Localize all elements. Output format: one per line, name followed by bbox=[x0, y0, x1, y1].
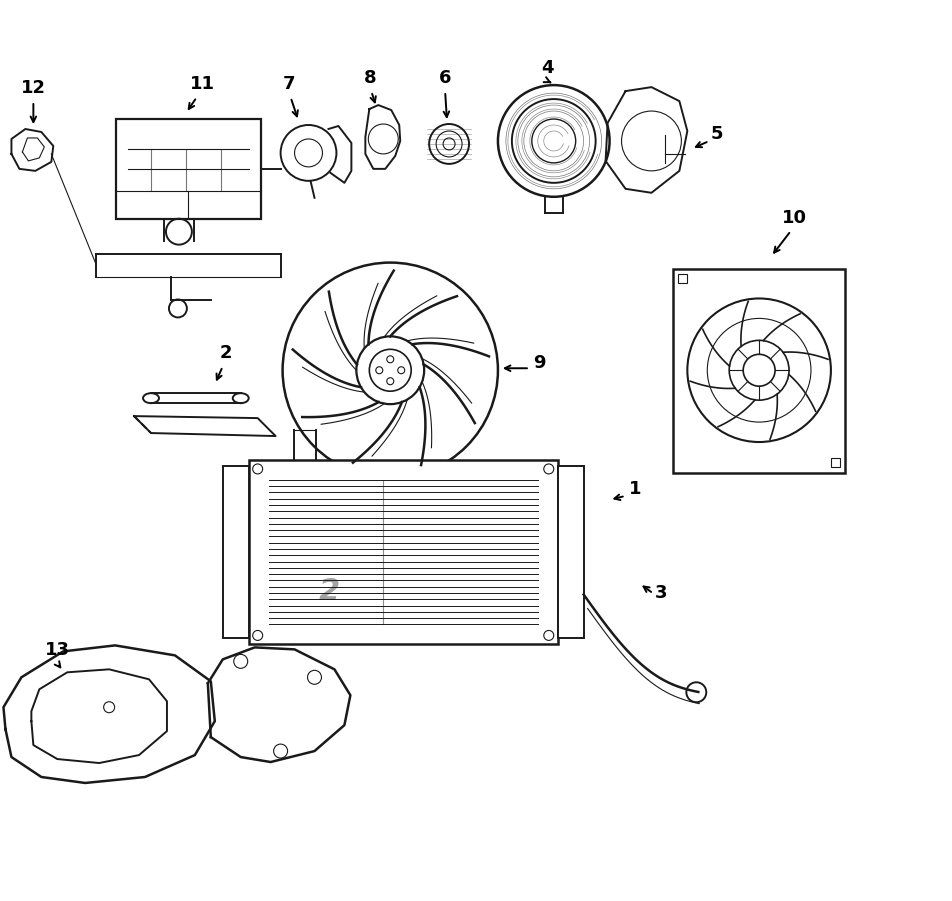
Text: 8: 8 bbox=[364, 69, 377, 87]
Text: 13: 13 bbox=[45, 642, 69, 660]
Bar bbox=[558, 466, 584, 639]
Text: 10: 10 bbox=[782, 209, 806, 227]
Text: 12: 12 bbox=[21, 79, 46, 97]
Text: 7: 7 bbox=[283, 75, 295, 93]
Bar bbox=[679, 274, 687, 283]
Text: 11: 11 bbox=[190, 75, 215, 93]
Bar bbox=[248, 460, 558, 644]
Bar bbox=[116, 119, 261, 219]
Bar bbox=[673, 268, 844, 473]
Text: 2: 2 bbox=[220, 344, 232, 362]
Text: 2: 2 bbox=[319, 577, 340, 605]
Text: 3: 3 bbox=[655, 584, 667, 602]
Bar bbox=[831, 458, 840, 467]
Text: 4: 4 bbox=[542, 59, 554, 77]
Text: 5: 5 bbox=[711, 125, 724, 143]
Text: 9: 9 bbox=[533, 354, 546, 372]
Bar bbox=[223, 466, 248, 639]
Text: 1: 1 bbox=[629, 480, 642, 498]
Text: 6: 6 bbox=[439, 69, 451, 87]
